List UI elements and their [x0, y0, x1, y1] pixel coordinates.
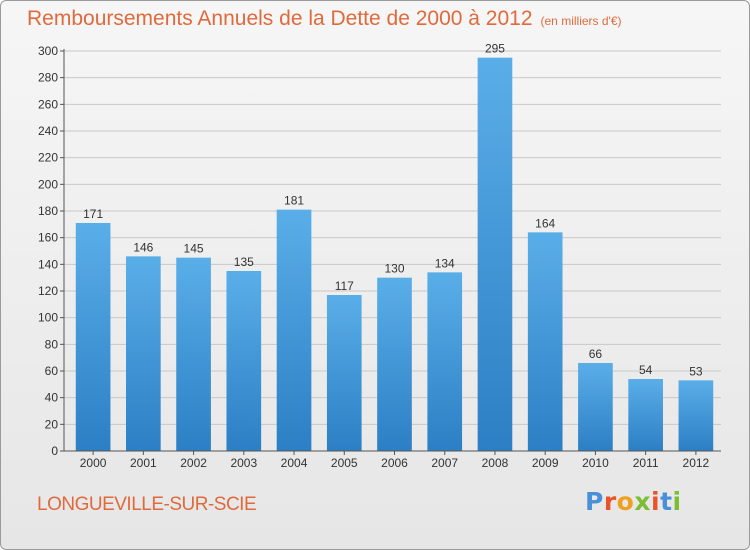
bar-2005: [326, 295, 362, 451]
logo-letter: r: [603, 487, 617, 516]
logo-letter: i: [651, 487, 661, 516]
data-label-2012: 53: [689, 364, 703, 378]
chart-unit-note: (en milliers d'€): [540, 14, 622, 28]
y-tick-label: 20: [45, 417, 59, 431]
data-label-2002: 145: [184, 242, 204, 256]
bar-2000: [75, 223, 111, 451]
y-tick-label: 280: [38, 71, 58, 85]
x-tick-label-2005: 2005: [331, 456, 358, 470]
y-tick-label: 160: [38, 231, 58, 245]
x-tick-label-2008: 2008: [482, 456, 509, 470]
axes: 0 20 40 60 80 100 120 140 160 180 200 220 240 260 280 3…: [38, 44, 721, 470]
y-tick-label: 140: [38, 257, 58, 271]
x-tick-label-2004: 2004: [281, 456, 308, 470]
bar-2003: [226, 271, 262, 451]
bar-2010: [578, 363, 613, 451]
bar-2006: [377, 277, 412, 451]
data-label-2009: 164: [535, 216, 555, 230]
y-tick-label: 220: [38, 151, 58, 165]
data-label-2005: 117: [335, 279, 354, 293]
chart-title: Remboursements Annuels de la Dette de 20…: [27, 7, 533, 30]
commune-name: LONGUEVILLE-SUR-SCIE: [37, 494, 257, 515]
x-tick-label-2002: 2002: [180, 456, 207, 470]
x-tick-label-2007: 2007: [431, 456, 458, 470]
x-tick-label-2000: 2000: [80, 456, 107, 470]
data-label-2004: 181: [284, 194, 304, 208]
chart-title-block: Remboursements Annuels de la Dette de 20…: [27, 7, 622, 31]
bar-chart: 171 146 145 135 181 117 130 134 295 164 66 54 53 0 20…: [38, 42, 721, 470]
proxiti-logo[interactable]: Proxiti: [585, 487, 682, 516]
logo-letter: i: [672, 487, 682, 516]
x-tick-label-2006: 2006: [381, 456, 408, 470]
data-label-2010: 66: [589, 347, 603, 361]
x-tick-label-2011: 2011: [633, 456, 659, 470]
y-tick-label: 240: [38, 124, 58, 138]
data-label-2000: 171: [83, 207, 103, 221]
x-tick-label-2012: 2012: [683, 456, 710, 470]
bar-2011: [628, 379, 663, 451]
data-label-2007: 134: [435, 256, 455, 270]
y-tick-label: 260: [38, 97, 58, 111]
y-tick-label: 80: [45, 337, 59, 351]
y-tick-label: 0: [51, 444, 58, 458]
y-tick-label: 60: [45, 364, 59, 378]
y-tick-label: 180: [38, 204, 58, 218]
logo-letter: P: [585, 487, 604, 516]
bar-2009: [527, 232, 563, 451]
y-tick-label: 300: [38, 44, 58, 58]
logo-letter: t: [660, 487, 673, 516]
x-tick-label-2001: 2001: [130, 456, 157, 470]
bar-2008: [477, 57, 513, 452]
y-tick-label: 100: [38, 311, 58, 325]
data-label-2001: 146: [133, 240, 153, 254]
bar-2004: [276, 209, 312, 451]
y-tick-label: 120: [38, 284, 58, 298]
data-label-2003: 135: [234, 255, 254, 269]
bar-2012: [678, 380, 714, 451]
data-label-2011: 54: [639, 363, 653, 377]
bar-2007: [427, 272, 463, 451]
x-tick-label-2010: 2010: [582, 456, 609, 470]
bar-2001: [126, 256, 161, 451]
logo-letter: x: [634, 487, 651, 516]
x-tick-label-2003: 2003: [230, 456, 257, 470]
bar-2002: [176, 257, 211, 451]
x-tick-label-2009: 2009: [532, 456, 559, 470]
y-tick-label: 40: [45, 391, 59, 405]
y-tick-label: 200: [38, 177, 58, 191]
logo-letter: o: [616, 487, 635, 516]
bars: 171 146 145 135 181 117 130 134 295 164 66 54 53: [75, 42, 714, 452]
data-label-2006: 130: [384, 262, 404, 276]
data-label-2008: 295: [485, 42, 505, 56]
